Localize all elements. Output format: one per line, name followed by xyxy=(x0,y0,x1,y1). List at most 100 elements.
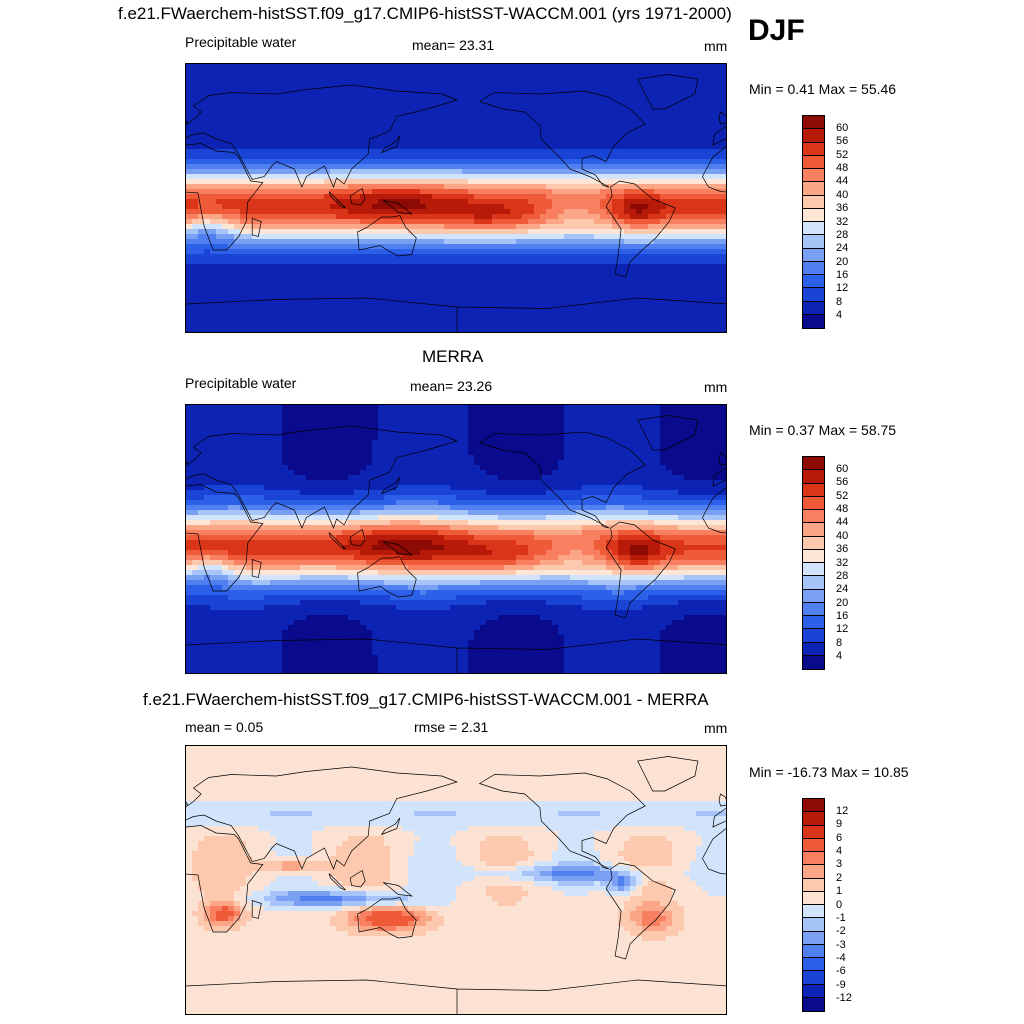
map-cell xyxy=(408,319,415,325)
map-cell xyxy=(216,69,223,75)
map-cell xyxy=(582,174,589,180)
map-cell xyxy=(210,64,217,70)
map-cell xyxy=(654,204,661,210)
map-cell xyxy=(588,124,595,130)
map-cell xyxy=(528,294,535,300)
map-cell xyxy=(216,209,223,215)
map-cell xyxy=(348,144,355,150)
map-cell xyxy=(282,99,289,105)
map-cell xyxy=(474,294,481,300)
map-cell xyxy=(288,74,295,80)
map-cell xyxy=(624,219,631,225)
map-cell xyxy=(342,289,349,295)
map-cell xyxy=(456,224,463,230)
map-cell xyxy=(186,329,193,332)
map-cell xyxy=(438,164,445,170)
map-cell xyxy=(258,134,265,140)
map-cell xyxy=(354,224,361,230)
map-cell xyxy=(702,104,709,110)
map-cell xyxy=(270,179,277,185)
map-cell xyxy=(660,204,667,210)
map-cell xyxy=(594,289,601,295)
map-cell xyxy=(552,269,559,275)
map-cell xyxy=(564,224,571,230)
map-cell xyxy=(258,149,265,155)
map-cell xyxy=(468,199,475,205)
map-cell xyxy=(582,264,589,270)
map-cell xyxy=(696,159,703,165)
map-cell xyxy=(534,139,541,145)
map-cell xyxy=(690,194,697,200)
map-cell xyxy=(486,194,493,200)
map-cell xyxy=(726,249,727,255)
map-cell xyxy=(228,174,235,180)
map-cell xyxy=(636,244,643,250)
map-cell xyxy=(480,219,487,225)
map-cell xyxy=(690,294,697,300)
map-cell xyxy=(642,309,649,315)
map-cell xyxy=(330,289,337,295)
map-cell xyxy=(336,234,343,240)
map-cell xyxy=(648,259,655,265)
map-cell xyxy=(480,284,487,290)
map-cell xyxy=(324,119,331,125)
map-cell xyxy=(426,149,433,155)
map-cell xyxy=(528,309,535,315)
map-cell xyxy=(216,264,223,270)
map-cell xyxy=(672,159,679,165)
map-cell xyxy=(402,114,409,120)
map-cell xyxy=(624,174,631,180)
map-cell xyxy=(210,304,217,310)
map-cell xyxy=(612,234,619,240)
map-cell xyxy=(444,189,451,195)
map-cell xyxy=(378,184,385,190)
map-cell xyxy=(288,184,295,190)
map-cell xyxy=(258,189,265,195)
map-cell xyxy=(576,149,583,155)
map-cell xyxy=(198,259,205,265)
map-cell xyxy=(210,329,217,332)
map-cell xyxy=(312,314,319,320)
map-cell xyxy=(216,279,223,285)
map-cell xyxy=(354,319,361,325)
map-cell xyxy=(396,94,403,100)
map-cell xyxy=(246,184,253,190)
map-cell xyxy=(606,179,613,185)
map-cell xyxy=(540,174,547,180)
map-cell xyxy=(666,124,673,130)
map-cell xyxy=(372,324,379,330)
map-cell xyxy=(570,184,577,190)
map-cell xyxy=(258,144,265,150)
map-cell xyxy=(480,269,487,275)
map-cell xyxy=(708,229,715,235)
map-cell xyxy=(228,134,235,140)
map-cell xyxy=(318,269,325,275)
map-cell xyxy=(450,69,457,75)
map-cell xyxy=(210,194,217,200)
map-cell xyxy=(594,154,601,160)
map-cell xyxy=(672,299,679,305)
map-cell xyxy=(312,405,319,411)
map-cell xyxy=(276,294,283,300)
map-cell xyxy=(642,154,649,160)
map-cell xyxy=(216,289,223,295)
map-cell xyxy=(672,74,679,80)
map-cell xyxy=(414,204,421,210)
map-cell xyxy=(480,69,487,75)
map-cell xyxy=(474,199,481,205)
map-cell xyxy=(210,119,217,125)
map-cell xyxy=(678,229,685,235)
map-cell xyxy=(582,79,589,85)
map-cell xyxy=(282,279,289,285)
map-cell xyxy=(660,104,667,110)
map-cell xyxy=(660,289,667,295)
map-cell xyxy=(360,114,367,120)
map-cell xyxy=(246,224,253,230)
map-cell xyxy=(378,314,385,320)
map-cell xyxy=(438,104,445,110)
map-cell xyxy=(306,289,313,295)
map-cell xyxy=(360,309,367,315)
map-cell xyxy=(402,154,409,160)
map-cell xyxy=(654,134,661,140)
map-cell xyxy=(312,299,319,305)
